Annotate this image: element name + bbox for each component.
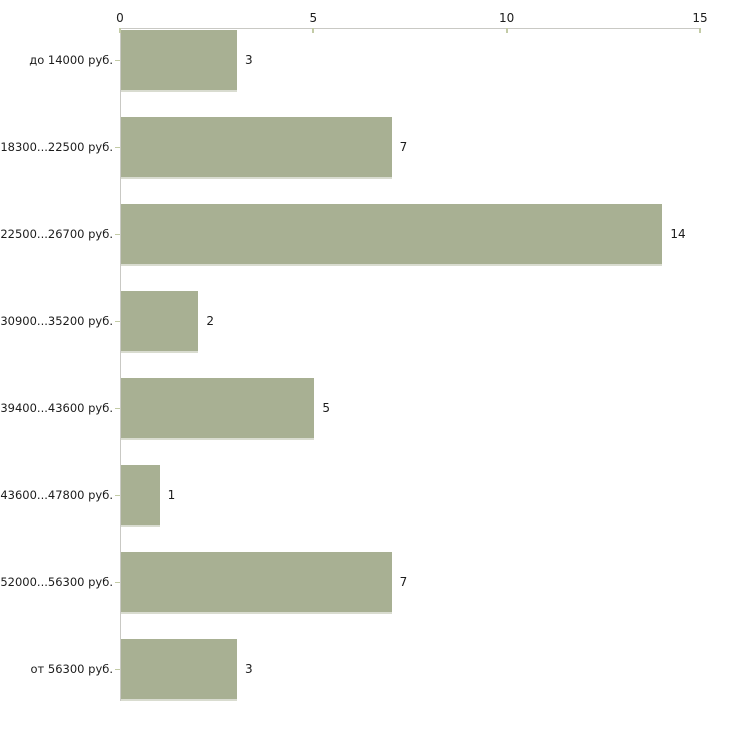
bar xyxy=(121,30,237,90)
x-axis-tick-mark xyxy=(699,28,701,33)
bar-value-label: 14 xyxy=(670,227,686,241)
category-label: от 56300 руб. xyxy=(30,662,113,676)
y-axis-tick-mark xyxy=(115,495,120,496)
category-label: 39400...43600 руб. xyxy=(0,401,113,415)
category-label: до 14000 руб. xyxy=(29,53,113,67)
y-axis-tick-mark xyxy=(115,234,120,235)
bar-value-label: 1 xyxy=(167,488,176,502)
bar xyxy=(121,378,315,438)
bar-value-label: 3 xyxy=(245,53,253,67)
x-axis-tick-label: 0 xyxy=(116,11,124,25)
y-axis-tick-mark xyxy=(115,582,120,583)
x-axis-tick-mark xyxy=(312,28,315,33)
x-axis-tick-label: 10 xyxy=(499,11,515,25)
bar-value-label: 7 xyxy=(399,575,408,589)
bar xyxy=(121,204,663,264)
y-axis-line xyxy=(120,28,121,701)
bar xyxy=(121,639,237,699)
bar xyxy=(121,465,160,525)
x-axis-tick-label: 15 xyxy=(692,11,708,25)
x-axis-tick-label: 5 xyxy=(309,11,318,25)
category-label: 18300...22500 руб. xyxy=(0,140,113,154)
bar xyxy=(121,291,199,351)
x-axis-tick-mark xyxy=(119,28,121,33)
bar xyxy=(121,552,392,612)
bar-value-label: 7 xyxy=(399,140,408,154)
category-label: 30900...35200 руб. xyxy=(0,314,113,328)
y-axis-tick-mark xyxy=(115,147,120,148)
x-axis-line xyxy=(120,28,701,29)
bar-value-label: 3 xyxy=(245,662,253,676)
y-axis-tick-mark xyxy=(115,321,120,322)
bar xyxy=(121,117,392,177)
bar-value-label: 2 xyxy=(206,314,214,328)
category-label: 43600...47800 руб. xyxy=(0,488,113,502)
category-label: 52000...56300 руб. xyxy=(0,575,113,589)
x-axis-tick-mark xyxy=(505,28,508,33)
y-axis-tick-mark xyxy=(115,408,120,409)
y-axis-tick-mark xyxy=(115,60,120,61)
y-axis-tick-mark xyxy=(115,669,120,670)
bar-value-label: 5 xyxy=(322,401,330,415)
category-label: 22500...26700 руб. xyxy=(0,227,113,241)
